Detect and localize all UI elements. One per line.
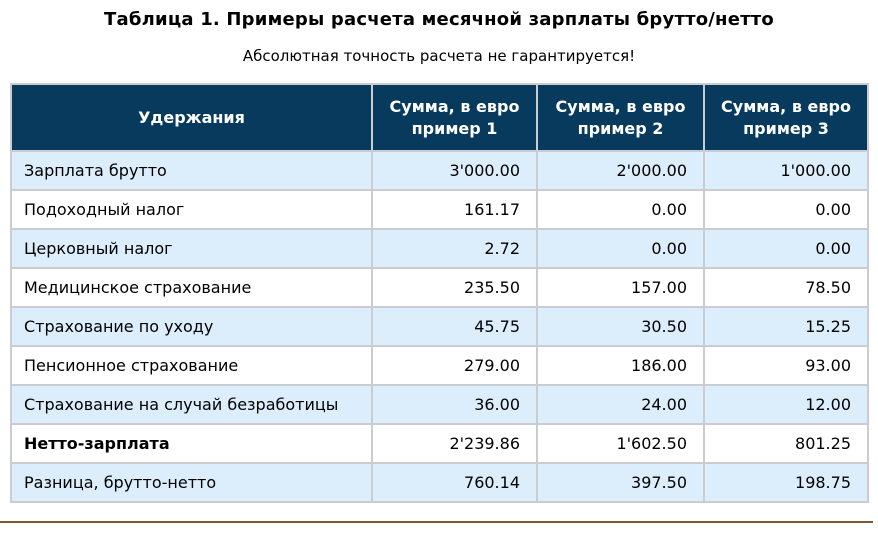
row-value: 15.25 xyxy=(703,306,869,348)
header-example-2: Сумма, в евро пример 2 xyxy=(536,82,705,153)
row-value: 760.14 xyxy=(371,462,538,504)
row-value: 36.00 xyxy=(371,384,538,426)
row-value: 2'239.86 xyxy=(371,423,538,465)
row-value: 161.17 xyxy=(371,189,538,231)
row-value: 198.75 xyxy=(703,462,869,504)
row-value: 0.00 xyxy=(536,228,705,270)
table-row: Пенсионное страхование 279.00 186.00 93.00 xyxy=(10,345,869,387)
row-label: Страхование по уходу xyxy=(10,306,373,348)
row-value: 30.50 xyxy=(536,306,705,348)
row-label: Зарплата брутто xyxy=(10,150,373,192)
row-value: 1'000.00 xyxy=(703,150,869,192)
row-value: 2.72 xyxy=(371,228,538,270)
row-value: 279.00 xyxy=(371,345,538,387)
row-value: 186.00 xyxy=(536,345,705,387)
row-value: 78.50 xyxy=(703,267,869,309)
row-value: 235.50 xyxy=(371,267,538,309)
row-value: 0.00 xyxy=(703,228,869,270)
table-row: Медицинское страхование 235.50 157.00 78.50 xyxy=(10,267,869,309)
table-row: Нетто-зарплата 2'239.86 1'602.50 801.25 xyxy=(10,423,869,465)
row-value: 24.00 xyxy=(536,384,705,426)
table-row: Разница, брутто-нетто 760.14 397.50 198.75 xyxy=(10,462,869,504)
row-value: 157.00 xyxy=(536,267,705,309)
table-row: Страхование по уходу 45.75 30.50 15.25 xyxy=(10,306,869,348)
row-value: 45.75 xyxy=(371,306,538,348)
row-value: 3'000.00 xyxy=(371,150,538,192)
row-value: 0.00 xyxy=(536,189,705,231)
table-header-row: Удержания Сумма, в евро пример 1 Сумма, … xyxy=(10,82,869,153)
row-value: 93.00 xyxy=(703,345,869,387)
row-value: 1'602.50 xyxy=(536,423,705,465)
row-value: 801.25 xyxy=(703,423,869,465)
row-label: Медицинское страхование xyxy=(10,267,373,309)
row-value: 397.50 xyxy=(536,462,705,504)
page-title: Таблица 1. Примеры расчета месячной зарп… xyxy=(104,9,774,30)
table-row: Подоходный налог 161.17 0.00 0.00 xyxy=(10,189,869,231)
header-example-1: Сумма, в евро пример 1 xyxy=(371,82,538,153)
table-row: Церковный налог 2.72 0.00 0.00 xyxy=(10,228,869,270)
row-label: Страхование на случай безработицы xyxy=(10,384,373,426)
salary-table: Удержания Сумма, в евро пример 1 Сумма, … xyxy=(10,82,869,504)
row-value: 2'000.00 xyxy=(536,150,705,192)
horizontal-divider xyxy=(0,521,873,524)
row-label: Церковный налог xyxy=(10,228,373,270)
row-label: Пенсионное страхование xyxy=(10,345,373,387)
row-value: 0.00 xyxy=(703,189,869,231)
page-subtitle: Абсолютная точность расчета не гарантиру… xyxy=(242,47,636,65)
header-example-3: Сумма, в евро пример 3 xyxy=(703,82,869,153)
header-deductions: Удержания xyxy=(10,82,373,153)
row-label: Подоходный налог xyxy=(10,189,373,231)
row-label: Нетто-зарплата xyxy=(10,423,373,465)
row-label: Разница, брутто-нетто xyxy=(10,462,373,504)
row-value: 12.00 xyxy=(703,384,869,426)
table-row: Зарплата брутто 3'000.00 2'000.00 1'000.00 xyxy=(10,150,869,192)
table-row: Страхование на случай безработицы 36.00 24… xyxy=(10,384,869,426)
